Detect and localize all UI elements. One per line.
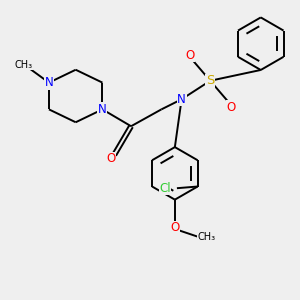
- Text: Cl: Cl: [159, 182, 171, 195]
- Text: CH₃: CH₃: [14, 60, 32, 70]
- Text: CH₃: CH₃: [198, 232, 216, 242]
- Text: N: N: [98, 103, 107, 116]
- Text: S: S: [206, 74, 214, 87]
- Text: N: N: [177, 93, 186, 106]
- Text: O: O: [185, 49, 195, 62]
- Text: O: O: [106, 152, 116, 165]
- Text: N: N: [45, 76, 53, 89]
- Text: O: O: [170, 221, 179, 235]
- Text: O: O: [227, 101, 236, 114]
